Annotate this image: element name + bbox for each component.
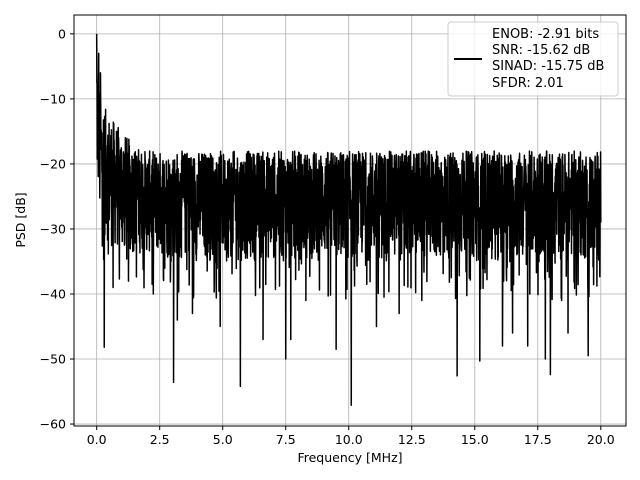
y-tick-label: −20 bbox=[40, 156, 66, 171]
x-tick-label: 2.5 bbox=[150, 432, 170, 447]
x-tick-label: 0.0 bbox=[87, 432, 107, 447]
y-axis-label: PSD [dB] bbox=[13, 192, 28, 247]
x-tick-label: 10.0 bbox=[335, 432, 363, 447]
psd-series-line bbox=[95, 33, 602, 406]
axes-frame bbox=[73, 14, 627, 427]
y-tick-label: −30 bbox=[40, 221, 66, 236]
y-axis-ticks: 0 −10 −20 −30 −40 −50 −60 bbox=[40, 26, 74, 432]
y-tick-label: −10 bbox=[40, 91, 66, 106]
x-axis-ticks: 0.0 2.5 5.0 7.5 10.0 12.5 15.0 17.5 20.0 bbox=[87, 426, 615, 447]
y-tick-label: −60 bbox=[40, 417, 66, 432]
legend-enob: ENOB: -2.91 bits bbox=[492, 27, 599, 42]
legend: ENOB: -2.91 bits SNR: -15.62 dB SINAD: -… bbox=[447, 21, 619, 97]
legend-box bbox=[447, 21, 619, 97]
plot-area bbox=[95, 33, 602, 406]
legend-sfdr: SFDR: 2.01 bbox=[492, 76, 564, 91]
y-tick-label: −40 bbox=[40, 286, 66, 301]
x-axis-label: Frequency [MHz] bbox=[297, 450, 402, 465]
legend-snr: SNR: -15.62 dB bbox=[492, 43, 590, 58]
x-tick-label: 5.0 bbox=[213, 432, 233, 447]
x-tick-label: 15.0 bbox=[461, 432, 489, 447]
legend-sinad: SINAD: -15.75 dB bbox=[492, 59, 604, 74]
x-tick-label: 20.0 bbox=[587, 432, 615, 447]
y-tick-label: −50 bbox=[40, 352, 66, 367]
x-tick-label: 12.5 bbox=[398, 432, 426, 447]
x-tick-label: 17.5 bbox=[524, 432, 552, 447]
x-tick-label: 7.5 bbox=[276, 432, 296, 447]
y-tick-label: 0 bbox=[58, 26, 66, 41]
